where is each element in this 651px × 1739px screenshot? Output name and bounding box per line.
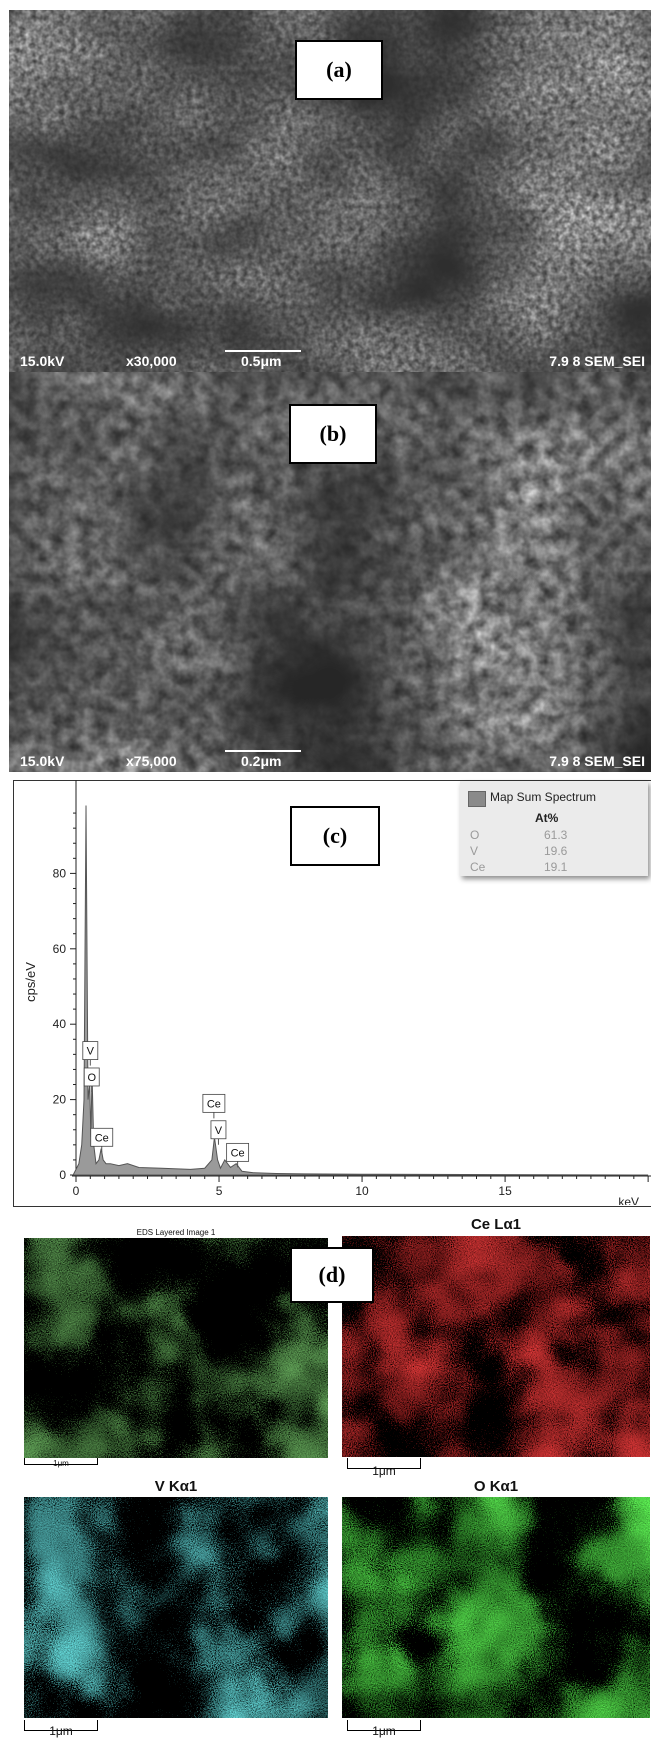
legend-row-v: V 19.6 [470,844,567,858]
spectrum-axes: 0 20 40 60 80 0 5 10 15 [53,780,651,1198]
y-axis-label: cps/eV [23,962,38,1002]
x-tick-label: 0 [73,1184,80,1198]
scale-bar-a [225,350,301,352]
eds-map-o [342,1497,650,1718]
legend-row-o: O 61.3 [470,828,567,842]
scale-label-layered: 1μm [53,1459,69,1468]
map-title-ce: Ce Lα1 [470,1216,522,1233]
y-tick-label: 0 [59,1168,66,1182]
panel-label-d: (d) [290,1247,374,1303]
legend-header: At% [535,811,559,825]
sem-detector-info-b: 7.9 8 SEM_SEI [549,753,645,769]
peak-label-text: V [87,1046,95,1058]
o-map-texture [342,1497,650,1718]
x-axis-label: keV [618,1195,639,1205]
legend-element: Ce [470,860,486,874]
scale-label-v: 1μm [49,1724,73,1738]
scale-bar-ce [347,1458,421,1469]
peak-labels: V O Ce Ce V Ce [82,1041,250,1168]
sem-magnification-b: x75,000 [126,753,177,769]
scale-label-ce: 1μm [372,1464,396,1478]
ce-map-texture [342,1236,650,1457]
x-tick-label: 15 [498,1184,512,1198]
y-tick-label: 20 [53,1093,67,1107]
sem-info-bar-b: 15.0kV x75,000 0.2μm 7.9 8 SEM_SEI [9,750,651,772]
legend-element: V [470,844,479,858]
scale-bar-b [225,750,301,752]
sem-texture-b [9,372,651,772]
map-title-layered: EDS Layered Image 1 [136,1228,216,1237]
y-tick-label: 40 [53,1017,67,1031]
legend-value: 19.1 [544,860,568,874]
panel-label-c: (c) [290,806,380,866]
sem-scale-label-a: 0.5μm [241,353,282,369]
legend-title: Map Sum Spectrum [490,790,597,804]
peak-label-box [90,1127,114,1147]
legend-row-ce: Ce 19.1 [470,860,567,874]
peak-label-box [202,1093,226,1113]
eds-map-ce [342,1236,650,1457]
sem-image-b: 15.0kV x75,000 0.2μm 7.9 8 SEM_SEI [9,372,651,772]
sem-voltage-b: 15.0kV [20,753,65,769]
legend-value: 61.3 [544,828,568,842]
scale-bar-o [347,1720,421,1731]
x-tick-label: 5 [216,1184,223,1198]
eds-map-v [24,1497,328,1718]
peak-label-box [83,1067,100,1087]
peak-label: V [82,1041,99,1066]
peak-label-text: V [215,1125,223,1137]
peak-label: Ce [90,1127,114,1153]
legend-swatch [468,791,486,807]
panel-label-a: (a) [295,40,383,100]
peak-label-text: O [87,1072,96,1084]
v-map-texture [24,1497,328,1718]
peak-label-box [210,1120,227,1140]
legend-element: O [470,828,480,842]
peak-label-text: Ce [207,1098,221,1110]
x-tick-label: 10 [355,1184,369,1198]
map-title-v: V Kα1 [154,1478,198,1495]
y-tick-label: 60 [53,942,67,956]
peak-label-box [82,1041,99,1060]
layered-map-texture [24,1238,328,1458]
peak-label-box [226,1142,250,1162]
peak-label-text: Ce [95,1132,109,1144]
spectrum-legend: Map Sum Spectrum At% O 61.3 V 19.6 Ce 19… [460,781,648,876]
peak-label: Ce [202,1093,226,1119]
sem-magnification-a: x30,000 [126,353,177,369]
scale-bar-layered [24,1458,98,1465]
peak-label-text: Ce [231,1147,245,1159]
panel-label-b: (b) [289,404,377,464]
sem-info-bar-a: 15.0kV x30,000 0.5μm 7.9 8 SEM_SEI [9,350,651,372]
y-tick-label: 80 [53,866,67,880]
peak-label: O [83,1067,100,1092]
legend-value: 19.6 [544,844,568,858]
sem-detector-info-a: 7.9 8 SEM_SEI [549,353,645,369]
sem-scale-label-b: 0.2μm [241,753,282,769]
scale-label-o: 1μm [372,1724,396,1738]
peak-label: Ce [226,1142,250,1168]
scale-bar-v [24,1720,98,1731]
map-title-o: O Kα1 [473,1478,519,1495]
eds-layered-image [24,1238,328,1458]
sem-voltage-a: 15.0kV [20,353,65,369]
peak-label: V [210,1120,227,1145]
